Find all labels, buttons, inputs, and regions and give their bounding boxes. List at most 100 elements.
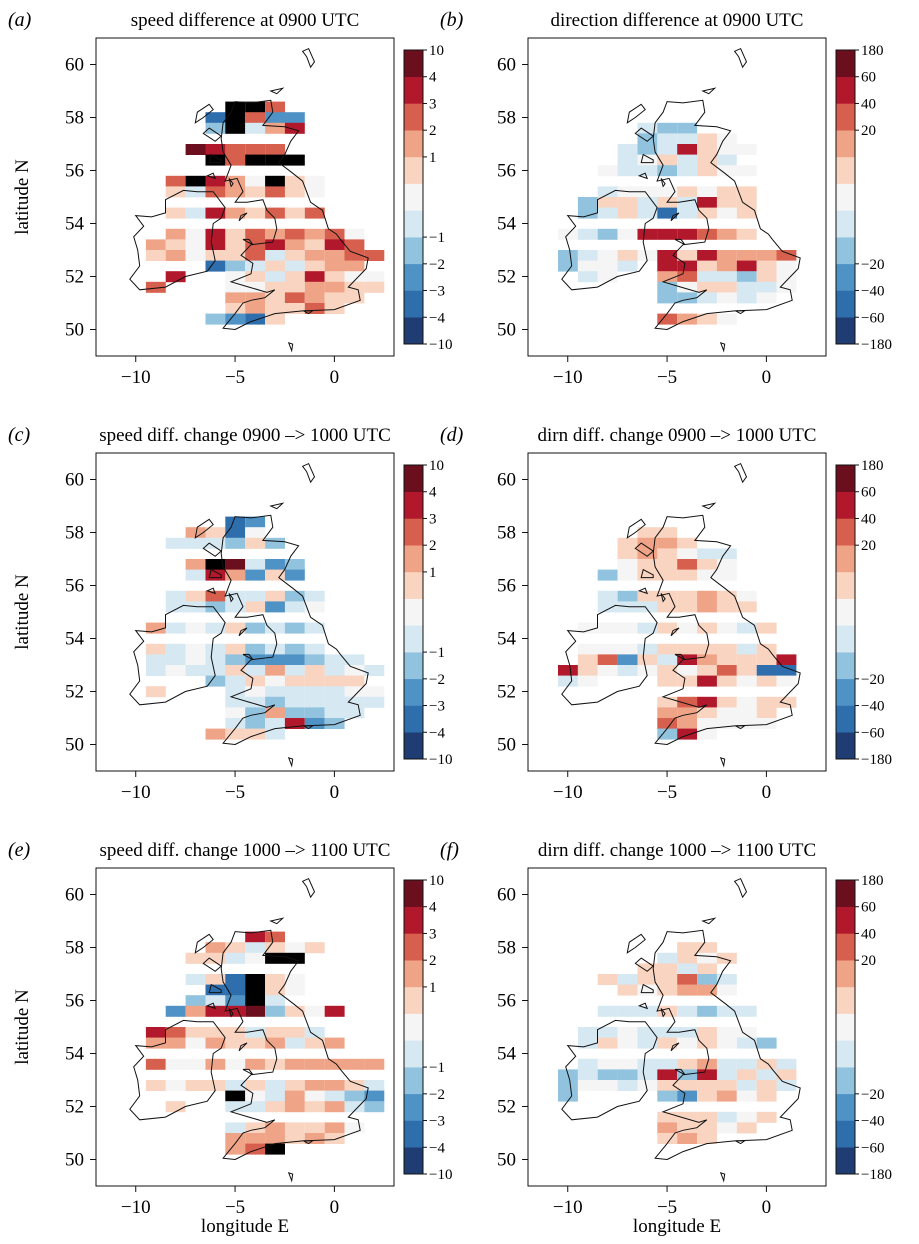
x-tick-label: 0 [330, 1197, 340, 1218]
colorbar-tick-label: 180 [861, 873, 884, 889]
colorbar-tick-label: −3 [429, 699, 445, 715]
colorbar-tick-label: 3 [429, 511, 437, 527]
colorbar-frame [835, 49, 856, 345]
heatmap-cell [736, 207, 757, 219]
heatmap-cell [697, 675, 717, 687]
heatmap-cell [304, 654, 325, 666]
colorbar-tick-label: 40 [861, 96, 876, 112]
coastline [637, 587, 649, 595]
colorbar-segment [404, 1147, 423, 1175]
heatmap-cell [617, 260, 638, 272]
heatmap-cell [716, 569, 737, 581]
coastline [205, 1002, 217, 1010]
heatmap-cell [716, 718, 737, 729]
heatmap-cell [577, 1080, 598, 1091]
heatmap-cell [245, 942, 266, 954]
y-tick-label: 54 [497, 629, 517, 650]
heatmap-cell [677, 942, 698, 954]
heatmap-cell [245, 622, 266, 634]
heatmap-cell [265, 984, 285, 996]
heatmap-cell [245, 974, 266, 985]
heatmap-cell [657, 537, 678, 549]
heatmap-cell [304, 186, 325, 198]
heatmap-cell [697, 1080, 717, 1091]
heatmap-cell [677, 654, 698, 666]
heatmap-cell [756, 1069, 777, 1081]
panel-c: (c) speed diff. change 0900 –> 1000 UTC −1… [8, 424, 452, 803]
heatmap-cell [697, 207, 717, 219]
heatmap-cell [657, 292, 678, 304]
heatmap-cell [324, 718, 345, 729]
heatmap-cell [265, 537, 285, 549]
y-tick-label: 54 [65, 1044, 85, 1065]
coastline [205, 587, 217, 595]
colorbar: 180 60 40 20 −20 −40 −60 −180 [835, 458, 892, 768]
heatmap-cell [265, 313, 285, 325]
heatmap-cell [225, 622, 246, 634]
y-tick-label: 58 [497, 938, 516, 959]
heatmap-cell [344, 1058, 365, 1070]
heatmap-cell [364, 1058, 385, 1070]
heatmap-cell [637, 654, 658, 666]
heatmap-cell [716, 281, 737, 293]
heatmap-cell [284, 974, 305, 985]
y-tick-label: 52 [497, 267, 516, 288]
coastline [561, 1019, 658, 1121]
heatmap-cell [284, 186, 305, 198]
heatmap-cell [597, 643, 618, 655]
heatmap-cell [284, 281, 305, 293]
heatmap-cell [637, 537, 658, 549]
x-axis-label: longitude E [633, 1216, 721, 1237]
colorbar-segment [836, 50, 855, 77]
colorbar-tick-label: 60 [861, 485, 876, 501]
heatmap-cell [697, 154, 717, 166]
heatmap-cell [677, 228, 698, 240]
heatmap-cell [265, 601, 285, 613]
heatmap-cell [265, 1080, 285, 1091]
heatmap-cell [225, 974, 246, 985]
heatmap-cell [165, 250, 186, 261]
heatmap-cell [265, 718, 285, 729]
y-tick-label: 58 [65, 523, 84, 544]
heatmap-cell [225, 984, 246, 996]
x-tick-label: −5 [225, 367, 245, 388]
heatmap-cell [205, 239, 226, 251]
heatmap-cell [716, 154, 737, 166]
heatmap-cell [597, 1058, 618, 1070]
heatmap-cell [304, 1037, 325, 1049]
colorbar-segment [836, 986, 855, 1014]
heatmap-cell [577, 1027, 598, 1038]
heatmap-cell [677, 313, 698, 325]
heatmap-cell [657, 207, 678, 219]
heatmap-cell [245, 1005, 266, 1017]
heatmap-cell [756, 271, 777, 283]
colorbar-segment [404, 183, 423, 211]
heatmap-cell [225, 718, 246, 729]
heatmap-cell [677, 1133, 698, 1144]
heatmap-cell [265, 1005, 285, 1017]
heatmap-cell [304, 1090, 325, 1102]
heatmap-cell [145, 654, 166, 666]
panel-b: (b) direction difference at 0900 UTC −10 −5… [440, 9, 892, 388]
heatmap-cell [364, 250, 385, 261]
heatmap-cell [657, 1111, 678, 1123]
heatmap-cell [657, 718, 678, 729]
heatmap-cell [736, 197, 757, 208]
heatmap-cell [677, 622, 698, 634]
heatmap-cell [716, 1111, 737, 1123]
heatmap-cell [265, 122, 285, 134]
map-area [129, 877, 385, 1183]
heatmap-cell [205, 537, 226, 549]
coastline [202, 542, 223, 557]
heatmap-cell [677, 643, 698, 655]
heatmap-cell [597, 197, 618, 208]
heatmap-cell [657, 963, 678, 975]
colorbar-frame [403, 879, 424, 1175]
heatmap-cell [776, 260, 797, 272]
panel-label: (b) [440, 9, 464, 31]
heatmap-cell [165, 537, 186, 549]
heatmap-cell [716, 197, 737, 208]
heatmap-cell [324, 250, 345, 261]
heatmap-cell [284, 696, 305, 708]
colorbar-tick-label: 2 [429, 953, 437, 969]
